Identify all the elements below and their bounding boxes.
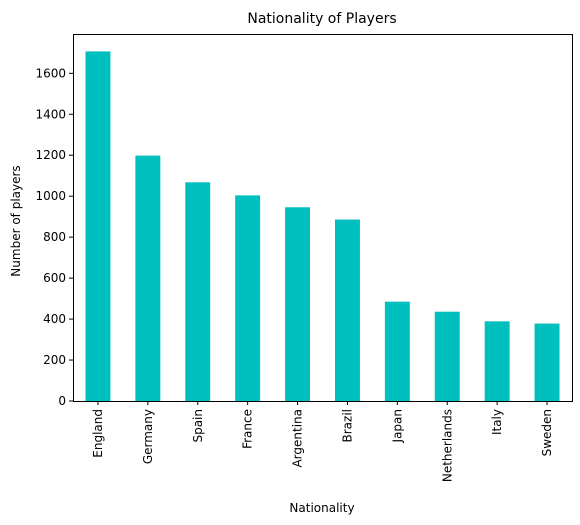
x-tick-label: Sweden [540,409,554,456]
bars-group [85,51,560,401]
y-tick-label: 1600 [35,66,66,80]
y-tick-label: 0 [58,394,66,408]
chart-title: Nationality of Players [247,11,396,27]
bar-france [235,195,261,401]
x-tick-label: Argentina [291,409,305,468]
y-tick-label: 1400 [35,107,66,121]
x-tick-label: England [91,409,105,458]
bar-netherlands [434,311,460,401]
x-tick-label: Japan [390,409,404,443]
x-axis-ticks: England Germany Spain France Argentina Brazil… [91,401,554,482]
y-axis-ticks: 0 200 400 600 800 1000 1200 1400 1600 [35,66,73,408]
y-axis-label: Number of players [9,165,23,276]
y-tick-label: 600 [43,271,66,285]
x-tick-label: Germany [141,409,155,464]
bar-sweden [534,323,560,401]
bar-argentina [285,207,311,401]
x-tick-label: Italy [490,409,504,435]
x-tick-label: Spain [191,409,205,443]
x-tick-label: Brazil [340,409,354,443]
y-tick-label: 1000 [35,189,66,203]
y-tick-label: 1200 [35,148,66,162]
y-tick-label: 200 [43,353,66,367]
bar-italy [484,321,510,401]
x-tick-label: Netherlands [440,409,454,482]
y-tick-label: 800 [43,230,66,244]
bar-england [85,51,111,401]
x-tick-label: France [241,409,255,449]
bar-brazil [334,219,360,401]
bar-germany [135,155,161,401]
y-tick-label: 400 [43,312,66,326]
bar-japan [384,301,410,401]
x-axis-label: Nationality [289,501,354,515]
bar-spain [185,182,211,401]
plot-frame [73,34,573,402]
